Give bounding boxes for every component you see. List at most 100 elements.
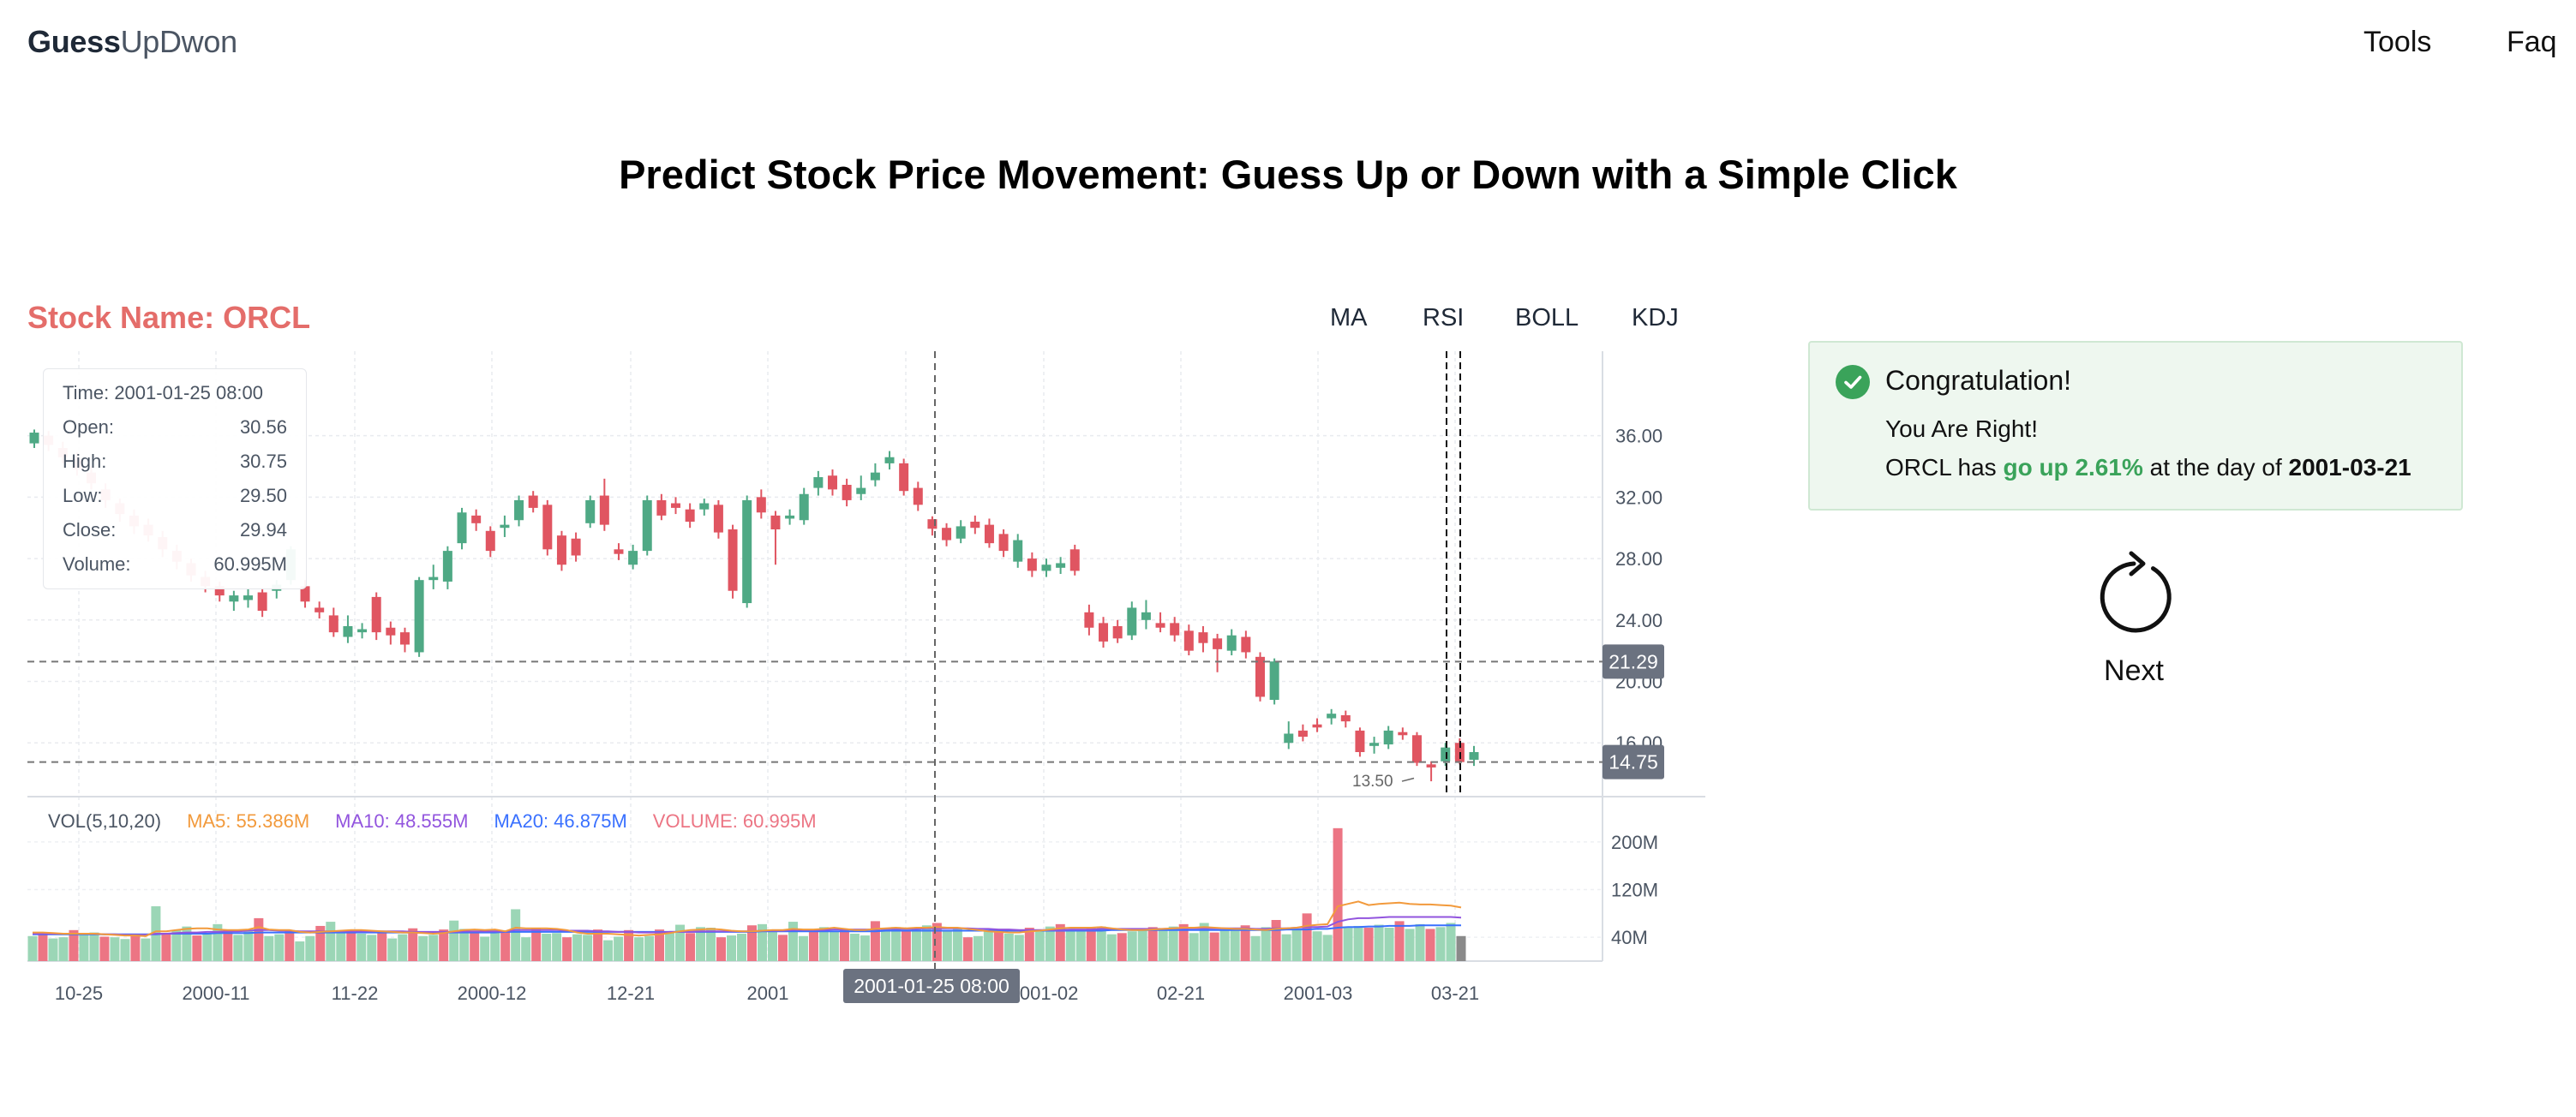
last-price-tag: [1603, 744, 1664, 780]
volume-bar: [942, 929, 952, 961]
candle-body: [257, 592, 267, 612]
vol-ma5-line: [33, 900, 1462, 937]
volume-bar: [665, 933, 675, 961]
tab-boll[interactable]: BOLL: [1515, 304, 1579, 332]
candle-body: [1369, 743, 1380, 746]
candle-body: [1327, 714, 1337, 719]
vol-legend-title: VOL(5,10,20): [48, 810, 162, 832]
tooltip-row-close: Close: 29.94: [63, 518, 287, 553]
candle-body: [699, 503, 710, 510]
candle-body: [970, 522, 980, 529]
candle-body: [856, 487, 866, 494]
crosshair-price-tag: [1603, 644, 1664, 679]
volume-bar: [1189, 933, 1199, 961]
volume-bar: [1034, 930, 1045, 961]
volume-bar: [686, 933, 696, 961]
y-tick-label: 28.00: [1615, 548, 1662, 570]
candle-body: [1056, 563, 1066, 568]
volume-bar: [1014, 935, 1024, 961]
next-button[interactable]: Next: [2091, 545, 2177, 699]
volume-bar: [624, 929, 634, 961]
volume-bar: [1158, 928, 1168, 961]
volume-bar: [1353, 925, 1363, 961]
candle-body: [500, 524, 510, 529]
volume-bar: [1363, 928, 1374, 961]
volume-bar: [1415, 923, 1425, 961]
volume-bar: [737, 933, 747, 961]
volume-bar: [202, 933, 213, 961]
candle-body: [770, 515, 781, 529]
volume-bar: [1374, 924, 1384, 961]
result-detail: ORCL has go up 2.61% at the day of 2001-…: [1885, 454, 2411, 481]
candle-body: [927, 519, 938, 529]
candle-body: [1241, 636, 1251, 653]
candle-body: [799, 493, 809, 521]
candle-body: [785, 515, 795, 519]
volume-bar: [880, 928, 890, 961]
candle-body: [414, 580, 424, 653]
volume-bar: [326, 922, 336, 961]
nav-faq-link[interactable]: Faq: [2507, 26, 2557, 58]
volume-bar: [377, 931, 387, 961]
candle-body: [1099, 623, 1109, 642]
tab-ma[interactable]: MA: [1330, 304, 1368, 332]
candle-body: [1084, 612, 1094, 628]
volume-bar: [562, 937, 572, 961]
volume-bar: [634, 937, 644, 961]
volume-bar: [99, 936, 110, 961]
tooltip-label: Open:: [63, 416, 114, 438]
volume-bar: [1024, 928, 1034, 961]
volume-bar: [757, 923, 767, 961]
candle-body: [229, 595, 239, 602]
candle-body: [1226, 635, 1237, 651]
candle-body: [485, 530, 495, 552]
candle-body: [628, 551, 638, 565]
candle-body: [343, 625, 353, 637]
volume-bar: [480, 936, 490, 961]
volume-bar: [1312, 931, 1322, 961]
candle-body: [542, 505, 553, 550]
tab-kdj[interactable]: KDJ: [1632, 304, 1679, 332]
volume-bar: [398, 934, 408, 961]
candle-body: [315, 607, 325, 612]
tooltip-row-high: High: 30.75: [63, 450, 287, 484]
volume-bar: [777, 935, 788, 961]
x-tick-label: 12-21: [607, 983, 655, 1004]
volume-bar: [1291, 929, 1302, 961]
site-logo[interactable]: GuessUpDwon: [27, 24, 237, 60]
volume-bar: [962, 937, 973, 961]
volume-bar: [911, 928, 921, 961]
candle-body: [984, 524, 994, 544]
volume-bar: [1168, 926, 1178, 961]
candle-body: [29, 433, 39, 444]
result-alert: Congratulation! You Are Right! ORCL has …: [1808, 341, 2463, 511]
x-tick-label: 2001-03: [1284, 983, 1353, 1004]
volume-bar: [932, 923, 942, 961]
candle-body: [671, 503, 681, 508]
tooltip-value: 30.56: [239, 416, 287, 438]
candle-body: [556, 535, 566, 565]
volume-bar: [552, 933, 562, 961]
nav-tools-link[interactable]: Tools: [2363, 26, 2432, 58]
candle-body: [214, 586, 225, 596]
candle-body: [1013, 540, 1023, 562]
volume-bar: [849, 933, 860, 961]
volume-tick-label: 40M: [1611, 927, 1648, 948]
volume-bar: [1343, 928, 1353, 961]
volume-bar: [305, 935, 315, 961]
candle-body: [1312, 724, 1322, 728]
x-tick-label: 10-25: [55, 983, 103, 1004]
candle-body: [1340, 714, 1351, 722]
volume-bar: [130, 935, 141, 961]
volume-bar: [470, 932, 480, 961]
volume-bar: [706, 928, 716, 961]
volume-bar: [1271, 919, 1281, 961]
candle-body: [1441, 747, 1451, 762]
volume-bar: [1199, 923, 1209, 961]
candle-body: [442, 551, 452, 582]
result-detail-mid: at the day of: [2142, 454, 2289, 481]
tab-rsi[interactable]: RSI: [1423, 304, 1465, 332]
volume-bar: [356, 933, 367, 961]
volume-bar: [1446, 923, 1456, 961]
volume-bar: [367, 935, 377, 961]
